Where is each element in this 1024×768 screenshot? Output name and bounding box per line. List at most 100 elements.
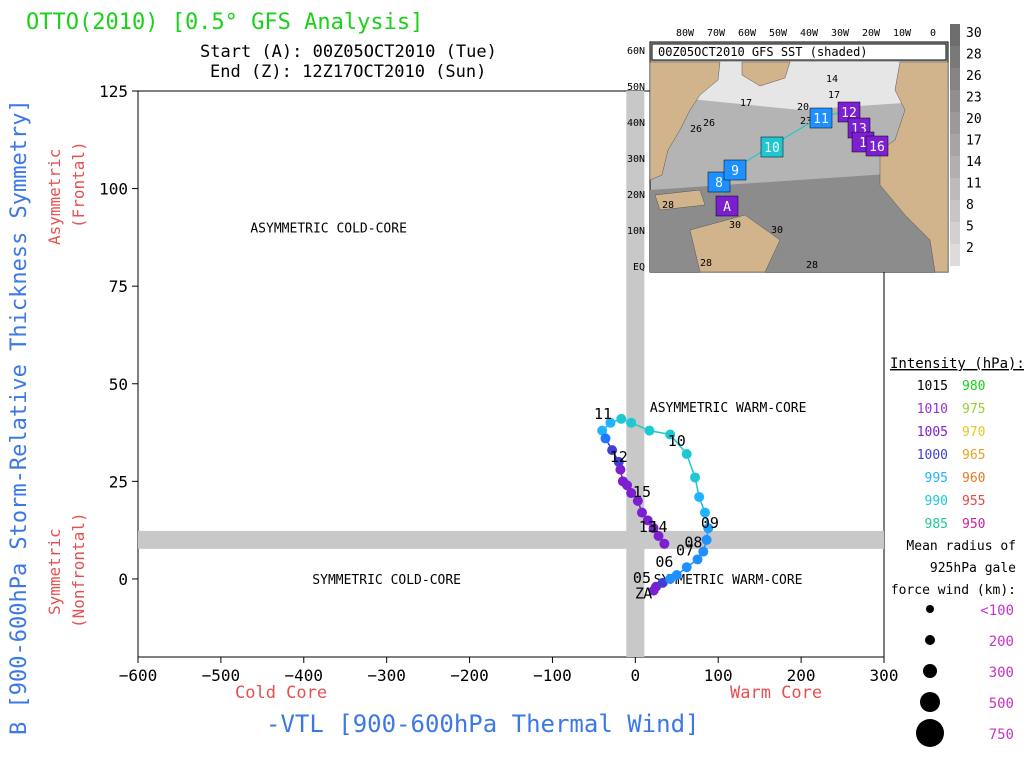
colorbar-swatch [950,68,960,90]
x-axis: −600 −500 −400 −300 −200 −100 0 100 200 300 [119,657,898,685]
quadrant-labels: ASYMMETRIC COLD-CORE ASYMMETRIC WARM-CORE… [250,222,806,588]
x-tick-label: −100 [533,666,572,685]
x-tick-label: −400 [285,666,324,685]
x-sub-left: Cold Core [235,683,327,703]
radius-legend-dot [920,692,940,712]
colorbar-swatch [950,112,960,134]
inset-lon-label: 70W [707,28,726,39]
quadrant-label: ASYMMETRIC WARM-CORE [650,401,807,416]
quadrant-label: SYMMETRIC WARM-CORE [654,573,803,588]
inset-caribbean [654,189,706,211]
track-point [607,445,618,456]
x-tick-label: 100 [704,666,733,685]
y-tick-label: 25 [109,472,128,491]
inset-lon-labels: 80W 70W 60W 50W 40W 30W 20W 10W 0 [676,28,936,39]
intensity-legend: Intensity (hPa): 1015 980 1010 975 1005 970 10… [890,356,1024,747]
quadrant-label: SYMMETRIC COLD-CORE [312,573,461,588]
inset-contour-label: 26 [703,118,715,129]
inset-track-label: A [723,200,731,215]
inset-contour-label: 30 [729,220,741,231]
colorbar-label: 30 [966,26,982,41]
colorbar-label: 26 [966,69,982,84]
day-label: Z [635,584,644,602]
radius-legend-label: 300 [989,665,1014,681]
track-point [653,530,664,541]
legend-pressure-left: 1015 [917,379,948,394]
day-label: 07 [676,542,694,560]
inset-lon-label: 30W [831,28,850,39]
inset-lat-label: 10N [627,226,645,237]
radius-legend-label: 750 [989,727,1014,743]
legend-title: Intensity (hPa): [890,356,1024,372]
y-sub-bottom-2: (Nonfrontal) [69,512,88,628]
legend-pressure-left: 990 [925,494,948,509]
colorbar-label: 20 [966,112,982,127]
quadrant-label: ASYMMETRIC COLD-CORE [250,222,407,237]
b-threshold-band [138,530,884,549]
end-time: End (Z): 12Z17OCT2010 (Sun) [210,62,486,82]
colorbar-swatch [950,244,960,266]
legend-pressure-right: 955 [962,494,985,509]
day-label: A [643,584,652,602]
inset-contour-label: 28 [700,258,712,269]
x-axis-title: -VTL [900-600hPa Thermal Wind] [266,710,699,738]
legend-pressure-right: 975 [962,402,985,417]
colorbar-label: 28 [966,48,982,63]
inset-contour-label: 17 [828,90,840,101]
inset-contour-label: 28 [662,200,674,211]
inset-lon-label: 40W [800,28,819,39]
x-sub-right: Warm Core [730,683,822,703]
inset-track-label: 9 [731,164,739,179]
track-point [626,417,637,428]
radius-legend-title: force wind (km): [891,583,1016,598]
radius-legend-label: 500 [989,696,1014,712]
x-tick-label: −200 [450,666,489,685]
track-point [665,429,676,440]
track-point [703,523,714,534]
legend-pressure-left: 1005 [917,425,948,440]
inset-lon-label: 60W [738,28,757,39]
colorbar-swatch [950,178,960,200]
inset-lon-label: 80W [676,28,695,39]
storm-track [597,413,714,596]
colorbar-label: 8 [966,198,974,213]
radius-legend-dot [925,635,935,645]
chart-title: OTTO(2010) [0.5° GFS Analysis] [26,10,423,35]
x-tick-label: −300 [367,666,406,685]
track-point [597,425,608,436]
y-sub-top-2: (Frontal) [69,141,88,228]
inset-track-label: 8 [715,176,723,191]
sst-inset-map: 00Z05OCT2010 GFS SST (shaded) 80W 70W 60W 5… [627,24,982,273]
day-label: 14 [650,518,668,536]
inset-greenland [741,61,791,87]
legend-pressure-right: 970 [962,425,985,440]
colorbar-label: 23 [966,91,982,106]
track-point [701,534,712,545]
inset-track-box [760,136,784,158]
legend-pressure-right: 950 [962,517,985,532]
radius-legend-label: 200 [989,634,1014,650]
x-tick-label: −600 [119,666,158,685]
track-point [681,562,692,573]
y-tick-label: 50 [109,375,128,394]
track-point [613,456,624,467]
colorbar-label: 17 [966,134,982,149]
y-tick-label: 75 [109,277,128,296]
inset-europe-africa [879,61,949,273]
inset-track-box [723,159,747,181]
inset-south-america [689,214,781,273]
radius-legend-title: Mean radius of [906,539,1016,554]
inset-lon-label: 10W [893,28,912,39]
track-point [642,515,653,526]
start-time: Start (A): 00Z05OCT2010 (Tue) [200,42,497,62]
inset-track-box [715,195,739,217]
y-tick-label: 0 [118,570,128,589]
x-tick-label: 200 [787,666,816,685]
colorbar-swatch [950,24,960,46]
track-point [632,495,643,506]
inset-contour-label: 26 [690,124,702,135]
track-point [681,449,692,460]
legend-pressure-left: 985 [925,517,948,532]
legend-pressure-left: 1000 [917,448,948,463]
day-label: 08 [684,534,702,552]
